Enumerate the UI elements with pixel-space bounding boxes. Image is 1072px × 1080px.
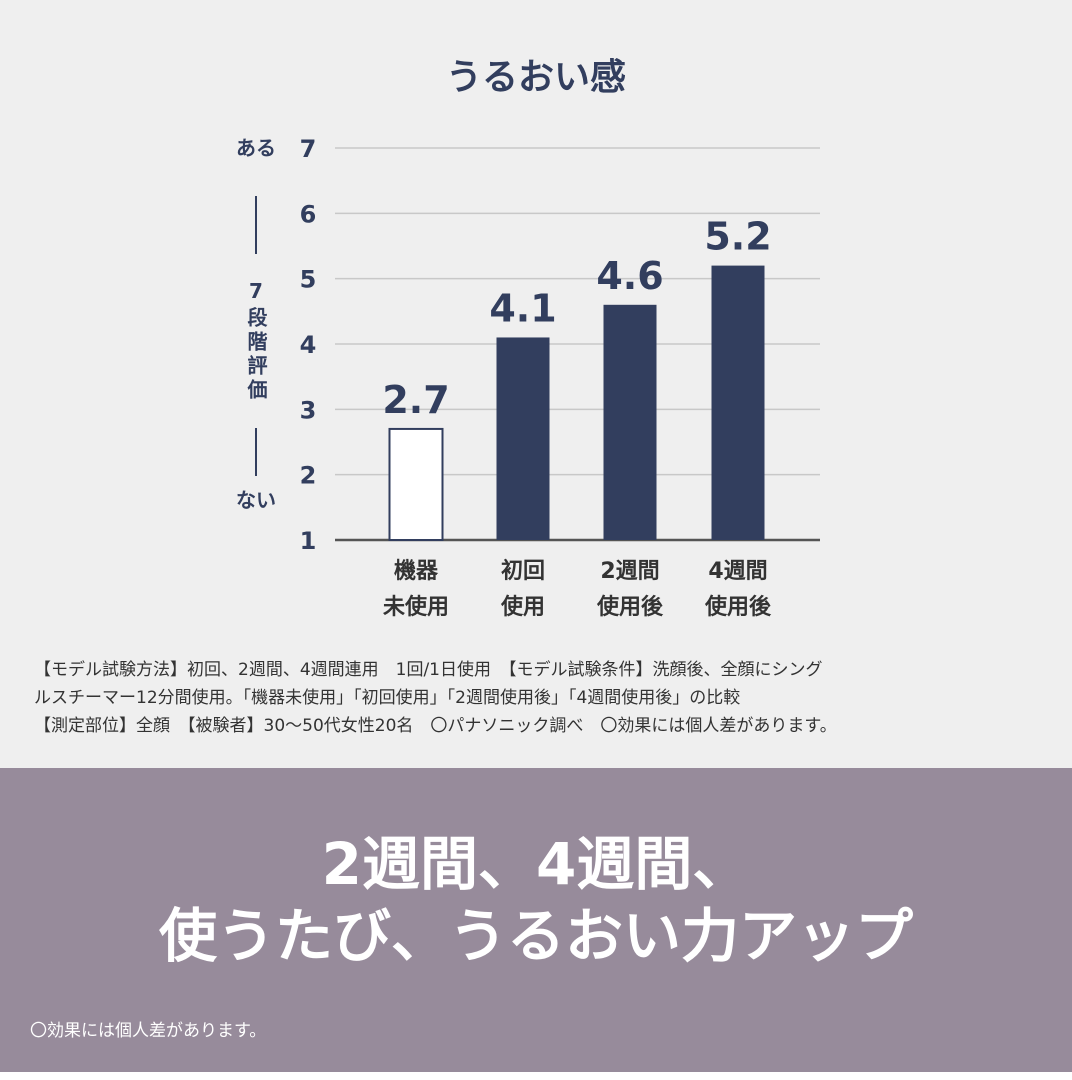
chart-title: うるおい感 (445, 57, 626, 98)
x-tick-label: 未使用 (383, 595, 449, 620)
y-label-middle: 7段階評価 (244, 279, 268, 403)
y-tick-label: 7 (300, 135, 317, 163)
data-label: 5.2 (704, 215, 771, 259)
bar-chart: 1 2 3 4 5 6 7 2.7 機器未使用 4.1 初回使用 4.6 2週間使用後 5.2 4週間使用後 (300, 135, 820, 620)
y-tick-label: 5 (300, 266, 317, 294)
x-tick-label: 初回 (501, 558, 545, 584)
x-tick-label: 使用 (500, 595, 545, 620)
note-line: 【測定部位】全顔 【被験者】30～50代女性20名 〇パナソニック調べ 〇効果に… (34, 716, 837, 736)
headline-line: 使うたび、うるおい力アップ (158, 902, 913, 970)
y-tick-label: 6 (300, 200, 317, 228)
bar (603, 304, 657, 540)
bar (388, 427, 444, 541)
y-label-bottom: ない (236, 488, 276, 512)
y-tick-label: 1 (300, 527, 317, 555)
x-tick-label: 4週間 (708, 559, 767, 584)
data-label: 4.1 (489, 286, 556, 330)
bar (711, 265, 765, 540)
test-notes: 【モデル試験方法】初回、2週間、4週間連用 1回/1日使用 【モデル試験条件】洗… (34, 656, 1044, 740)
y-tick-label: 2 (300, 462, 317, 490)
chart-panel: うるおい感 ある 7段階評価 ない 1 2 3 4 5 6 7 2.7 機器未使用 4.1 初回使用… (0, 0, 1072, 768)
headline-line: 2週間、4週間、 (321, 830, 751, 898)
y-tick-label: 4 (300, 331, 317, 359)
bar (496, 337, 550, 540)
y-label-top: ある (236, 136, 276, 160)
y-tick-label: 3 (300, 396, 317, 424)
headline-banner: 2週間、4週間、 使うたび、うるおい力アップ 〇効果には個人差があります。 (0, 768, 1072, 1072)
arrow-up-icon (255, 196, 257, 254)
headline: 2週間、4週間、 使うたび、うるおい力アップ (0, 828, 1072, 972)
arrow-down-icon (255, 428, 257, 476)
x-tick-label: 使用後 (704, 594, 772, 620)
x-tick-label: 使用後 (596, 594, 664, 620)
x-tick-label: 2週間 (600, 559, 659, 584)
data-label: 2.7 (382, 378, 449, 422)
note-line: ルスチーマー12分間使用。「機器未使用」「初回使用」「2週間使用後」「4週間使用… (34, 688, 741, 708)
note-line: 【モデル試験方法】初回、2週間、4週間連用 1回/1日使用 【モデル試験条件】洗… (34, 660, 823, 680)
data-label: 4.6 (596, 254, 663, 298)
x-tick-label: 機器 (394, 559, 439, 584)
banner-note: 〇効果には個人差があります。 (30, 1021, 267, 1041)
